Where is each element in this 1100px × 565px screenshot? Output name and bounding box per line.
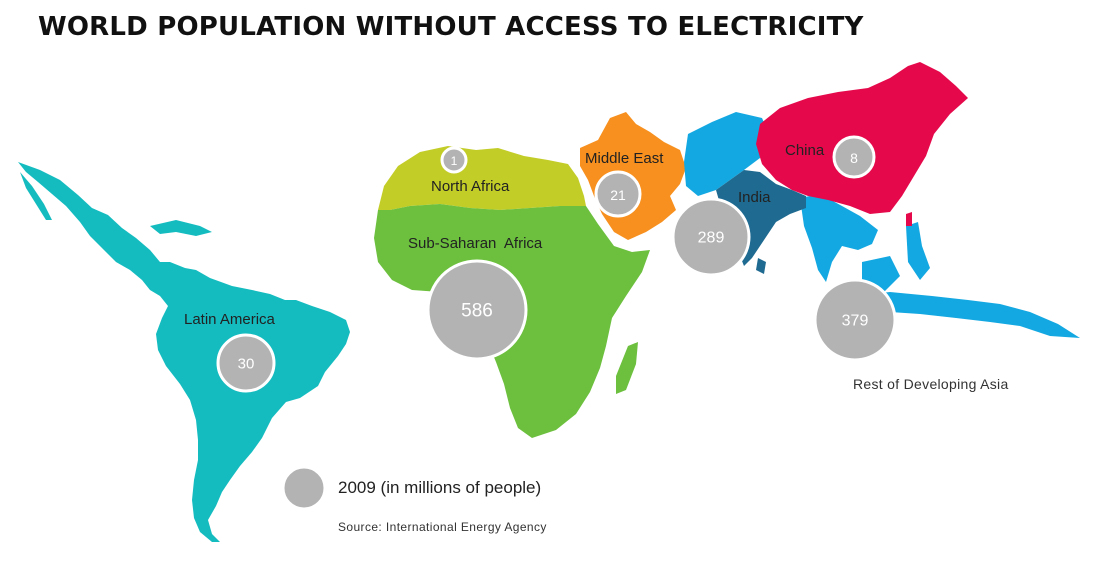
label-north-africa: North Africa — [431, 178, 510, 195]
bubble-value-middle-east: 21 — [610, 187, 626, 203]
label-latin-america: Latin America — [184, 311, 276, 328]
region-madagascar — [616, 342, 638, 394]
region-rest-of-asia — [684, 112, 770, 196]
legend-bubble — [281, 465, 327, 511]
bubble-north-africa: 1 — [440, 146, 468, 174]
bubble-value-china: 8 — [850, 150, 858, 166]
label-middle-east: Middle East — [585, 150, 664, 167]
label-rest-of-asia: Rest of Developing Asia — [853, 376, 1009, 392]
bubble-latin-america: 30 — [216, 333, 276, 393]
bubble-china: 8 — [832, 135, 876, 179]
bubble-india: 289 — [671, 197, 751, 277]
bubble-value-latin-america: 30 — [238, 356, 255, 373]
bubble-value-rest-of-asia: 379 — [842, 313, 869, 330]
map-title: WORLD POPULATION WITHOUT ACCESS TO ELECT… — [38, 12, 864, 42]
bubble-value-north-africa: 1 — [451, 154, 458, 168]
bubble-rest-of-asia: 379 — [813, 278, 897, 362]
bubble-value-sub-saharan-africa: 586 — [461, 301, 493, 322]
region-sri-lanka — [756, 258, 766, 274]
region-north-africa — [378, 146, 586, 210]
bubble-value-india: 289 — [698, 230, 725, 247]
bubble-sub-saharan-africa: 586 — [426, 259, 528, 361]
region-rest-of-asia-philippines — [906, 222, 930, 280]
region-rest-of-asia-se — [800, 194, 878, 282]
bubble-middle-east: 21 — [594, 170, 642, 218]
region-taiwan — [906, 212, 912, 226]
label-india: India — [738, 189, 771, 206]
label-china: China — [785, 142, 825, 159]
legend-label: 2009 (in millions of people) — [338, 478, 542, 497]
region-latin-america-baja — [20, 172, 52, 220]
region-rest-of-asia-islands — [852, 292, 1080, 338]
region-latin-america-caribbean — [150, 220, 212, 236]
region-latin-america — [18, 162, 350, 542]
label-sub-saharan-africa: Sub-Saharan Africa — [408, 235, 543, 252]
source-note: Source: International Energy Agency — [338, 520, 547, 534]
